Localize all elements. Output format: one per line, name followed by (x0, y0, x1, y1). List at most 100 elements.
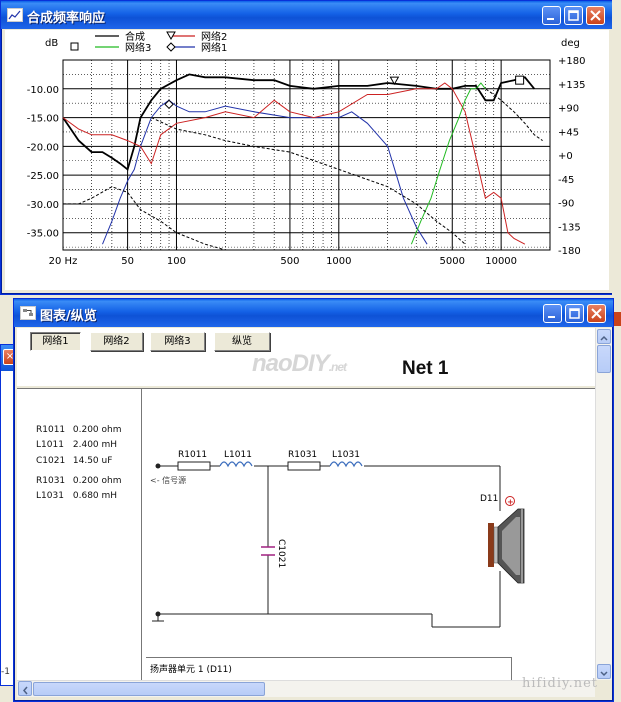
y-tick-label: -25.00 (27, 171, 59, 182)
scroll-left-button[interactable] (18, 681, 32, 696)
chart-window-icon (7, 8, 23, 22)
vertical-scroll-thumb[interactable] (597, 345, 611, 373)
parts-row: L1031 0.680 mH (36, 491, 118, 501)
y2-tick-label: +135 (558, 80, 585, 91)
chart-window-titlebar[interactable]: 合成频率响应 (1, 1, 613, 29)
speaker-icon: + (488, 496, 525, 584)
legend-label: 网络3 (125, 41, 151, 54)
y2-tick-label: -135 (558, 222, 581, 233)
schematic-minimize-button[interactable] (543, 304, 562, 323)
x-tick-label: 50 (121, 256, 134, 267)
y-tick-label: -35.00 (27, 229, 59, 240)
schematic-close-button[interactable] (587, 304, 606, 323)
background-close-fragment (612, 312, 621, 326)
label-r1031: R1031 (288, 450, 317, 460)
label-signal-source: <- 信号源 (150, 475, 186, 485)
parts-row: L1011 2.400 mH (36, 440, 118, 450)
scroll-down-button[interactable] (597, 664, 611, 679)
legend-marker (70, 42, 79, 51)
marker-square (515, 75, 525, 85)
y2-tick-label: -90 (558, 199, 574, 210)
x-tick-label: 1000 (326, 256, 351, 267)
chart-axes: dB -10.00 -15.00 -20.00 -25.00 -30.00 -35.00 de… (27, 38, 586, 267)
watermark-logo: naoDIY.net (252, 350, 347, 377)
circuit-diagram: R1011 L1011 R1031 L1031 C1021 <- 信号源 D11… (150, 450, 525, 628)
x-tick-label: 10000 (485, 256, 517, 267)
y2-tick-label: +90 (558, 104, 579, 115)
legend-label: 网络1 (201, 41, 227, 54)
resistor-r1031 (287, 461, 321, 471)
horizontal-scrollbar[interactable] (17, 680, 595, 697)
tab-overview[interactable]: 纵览 (214, 332, 270, 351)
parts-row: R1011 0.200 ohm (36, 425, 122, 435)
series-phase-2 (151, 117, 466, 245)
x-tick-label: 20 Hz (49, 256, 78, 267)
y-axis-label: dB (45, 38, 58, 49)
inductor-l1031 (329, 461, 363, 468)
driver-info-text: 扬声器单元 1 (D11) (150, 665, 232, 675)
parts-list-panel: R1011 0.200 ohm L1011 2.400 mH C1021 14.… (17, 388, 142, 681)
legend-label: 网络2 (201, 30, 227, 43)
resistor-r1011 (177, 461, 211, 471)
site-watermark: hifidiy.net (522, 676, 599, 691)
y2-tick-label: +180 (558, 56, 585, 67)
chart-window-title: 合成频率响应 (27, 11, 106, 26)
schematic-window-title: 图表/纵览 (40, 309, 97, 324)
circuit-wires (152, 465, 501, 628)
y2-tick-label: -45 (558, 175, 574, 186)
maximize-button[interactable] (564, 6, 583, 25)
circuit-diagram-panel: R1011 L1011 R1031 L1031 C1021 <- 信号源 D11… (142, 388, 595, 682)
series-合成 (62, 73, 535, 171)
minimize-button[interactable] (542, 6, 561, 25)
inductor-l1011 (219, 461, 253, 468)
schematic-window-icon (20, 306, 36, 320)
legend-marker (166, 31, 176, 41)
label-driver: D11 (480, 494, 498, 504)
horizontal-scroll-thumb[interactable] (33, 682, 265, 696)
schematic-maximize-button[interactable] (565, 304, 584, 323)
x-tick-label: 500 (280, 256, 299, 267)
legend-marker (166, 42, 176, 52)
chart-grid (62, 59, 551, 251)
legend-label: 合成 (125, 30, 145, 43)
label-l1011: L1011 (224, 450, 252, 460)
frequency-response-chart: 合成 网络2 网络3 网络1 dB -10.00 -15.00 -20.00 -25.00 -3… (27, 30, 586, 267)
background-number: -1 (1, 667, 10, 677)
label-r1011: R1011 (178, 450, 207, 460)
label-c1021: C1021 (276, 539, 286, 568)
vertical-scrollbar[interactable] (595, 328, 612, 680)
speaker-polarity: + (507, 498, 514, 507)
scroll-up-button[interactable] (597, 329, 611, 344)
x-tick-label: 5000 (440, 256, 465, 267)
tab-network-3[interactable]: 网络3 (150, 332, 205, 351)
y-tick-label: -10.00 (27, 85, 59, 96)
y2-tick-label: +45 (558, 127, 579, 138)
y-tick-label: -20.00 (27, 142, 59, 153)
marker-diamond (164, 99, 174, 110)
y-tick-label: -30.00 (27, 200, 59, 211)
y-tick-label: -15.00 (27, 114, 59, 125)
frequency-response-window: 合成频率响应 合成 网络2 网络3 网络1 dB -10.00 -15.00 -20.00 -… (0, 0, 614, 295)
y2-tick-label: -180 (558, 246, 581, 257)
series-网络1 (102, 99, 428, 245)
schematic-toolbar: 网络1 网络2 网络3 纵览 naoDIY.net Net 1 (17, 328, 595, 386)
y2-tick-label: +0 (558, 151, 573, 162)
chart-area: 合成 网络2 网络3 网络1 dB -10.00 -15.00 -20.00 -25.00 -3… (5, 30, 609, 290)
schematic-window: 图表/纵览 网络1 网络2 网络3 纵览 naoDIY.net Net 1 R1… (13, 298, 614, 702)
marker-triangle (389, 76, 400, 86)
parts-row: C1021 14.50 uF (36, 456, 113, 466)
input-terminal (155, 463, 161, 469)
series-phase-3 (476, 88, 543, 142)
ground-terminal (155, 611, 161, 617)
x-tick-label: 100 (167, 256, 186, 267)
y2-axis-label: deg (561, 38, 580, 49)
close-button[interactable] (586, 6, 605, 25)
network-heading: Net 1 (402, 358, 449, 379)
tab-network-2[interactable]: 网络2 (90, 332, 143, 351)
parts-row: R1031 0.200 ohm (36, 476, 122, 486)
background-window-edge (612, 0, 621, 702)
series-网络3 (410, 82, 486, 245)
tab-network-1[interactable]: 网络1 (30, 332, 81, 351)
series-网络2 (62, 82, 526, 245)
schematic-window-titlebar[interactable]: 图表/纵览 (14, 299, 613, 327)
